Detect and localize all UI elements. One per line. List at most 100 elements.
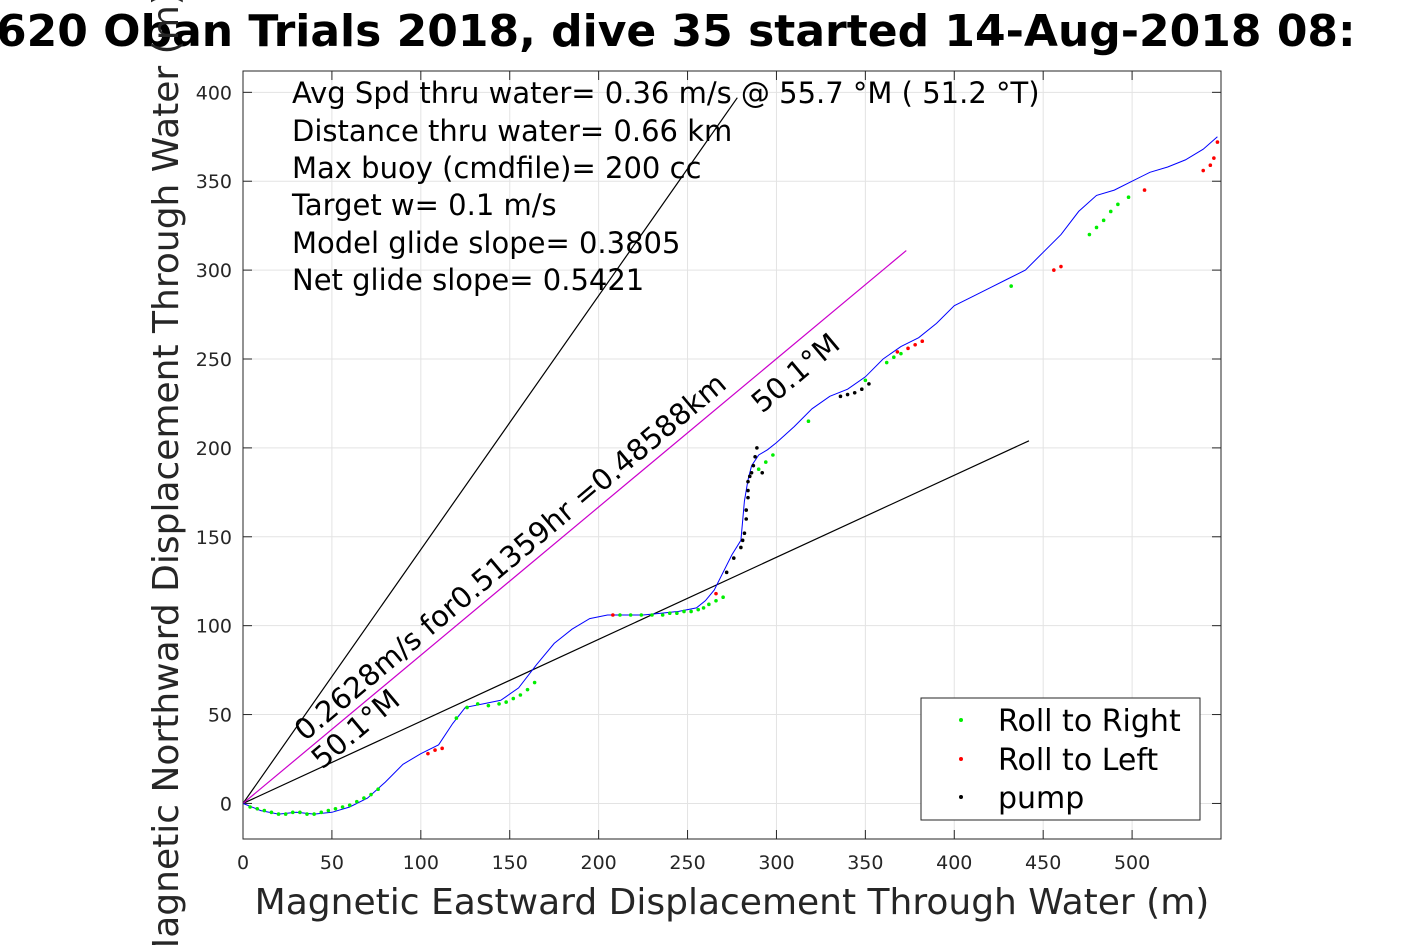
y-tick-label-50: 50	[208, 705, 232, 727]
series-roll-to-right	[248, 195, 1131, 816]
point-roll-to-right	[1094, 225, 1099, 230]
point-roll-to-right	[682, 609, 686, 614]
reference-lines	[243, 97, 1030, 804]
point-roll-to-left	[611, 613, 615, 617]
point-roll-to-right	[319, 810, 324, 815]
x-tick-label-300: 300	[758, 852, 794, 874]
point-pump	[746, 495, 750, 500]
point-roll-to-right	[721, 595, 725, 600]
point-roll-to-left	[913, 342, 917, 347]
point-roll-to-right	[756, 467, 761, 472]
point-roll-to-right	[283, 812, 288, 816]
stat-max-buoy: Max buoy (cmdfile)= 200 cc	[292, 151, 701, 185]
legend-box	[920, 697, 1201, 821]
point-roll-to-right	[518, 693, 523, 697]
chart-title: 620 Oban Trials 2018, dive 35 started 14…	[0, 6, 1356, 57]
x-tick-label-250: 250	[669, 852, 705, 874]
series-roll-to-left	[426, 140, 1220, 756]
legend: Roll to Right Roll to Left pump	[920, 697, 1201, 821]
x-tick-label-400: 400	[936, 852, 972, 874]
point-roll-to-right	[892, 355, 896, 360]
point-roll-to-right	[255, 806, 260, 811]
series-pump	[724, 382, 871, 575]
point-roll-to-right	[276, 812, 281, 816]
point-roll-to-right	[1108, 209, 1113, 214]
point-roll-to-right	[454, 716, 459, 720]
point-roll-to-right	[863, 378, 868, 383]
point-pump	[744, 517, 749, 521]
point-roll-to-right	[305, 812, 309, 816]
stat-net-glide: Net glide slope= 0.5421	[292, 263, 644, 297]
point-roll-to-right	[689, 609, 693, 614]
point-roll-to-right	[326, 808, 331, 813]
stat-avg-speed: Avg Spd thru water= 0.36 m/s @ 55.7 °M (…	[292, 76, 1040, 110]
point-roll-to-right	[639, 613, 644, 617]
x-tick-label-100: 100	[403, 852, 439, 874]
point-pump	[753, 454, 757, 459]
stat-distance: Distance thru water= 0.66 km	[292, 114, 732, 148]
point-pump	[731, 556, 736, 560]
point-roll-to-right	[355, 799, 359, 804]
y-tick-label-200: 200	[196, 438, 232, 460]
point-pump	[860, 387, 864, 392]
legend-marker-roll-right	[959, 718, 963, 722]
point-roll-to-right	[1116, 202, 1120, 207]
point-pump	[749, 470, 754, 475]
point-roll-to-right	[1009, 284, 1013, 288]
x-tick-label-50: 50	[320, 852, 344, 874]
point-roll-to-left	[1142, 188, 1147, 192]
y-tick-label-0: 0	[220, 793, 232, 815]
point-roll-to-left	[906, 346, 910, 351]
legend-label-roll-right: Roll to Right	[998, 704, 1181, 739]
point-roll-to-left	[1052, 268, 1056, 272]
point-roll-to-right	[771, 453, 775, 457]
point-roll-to-right	[1101, 218, 1106, 223]
point-roll-to-right	[486, 703, 491, 708]
y-tick-label-150: 150	[196, 527, 232, 549]
point-roll-to-right	[465, 705, 469, 710]
point-roll-to-left	[440, 746, 444, 751]
x-tick-label-350: 350	[847, 852, 883, 874]
x-tick-label-450: 450	[1025, 852, 1061, 874]
point-roll-to-right	[511, 696, 516, 701]
point-roll-to-right	[340, 805, 345, 809]
x-tick-label-500: 500	[1114, 852, 1150, 874]
point-roll-to-right	[1126, 195, 1131, 200]
marker-layer	[248, 140, 1220, 816]
point-roll-to-right	[333, 806, 338, 811]
point-roll-to-right	[618, 613, 622, 617]
point-roll-to-left	[920, 339, 925, 344]
point-roll-to-left	[1059, 264, 1063, 269]
point-pump	[739, 545, 743, 550]
point-roll-to-right	[667, 611, 672, 616]
point-roll-to-right	[650, 613, 654, 617]
point-roll-to-right	[532, 680, 537, 685]
point-roll-to-right	[525, 687, 530, 692]
x-tick-label-0: 0	[237, 852, 249, 874]
point-pump	[744, 508, 749, 512]
x-tick-label-150: 150	[492, 852, 528, 874]
legend-label-pump: pump	[998, 781, 1084, 816]
legend-label-roll-left: Roll to Left	[998, 743, 1158, 778]
reference-line-heading	[243, 250, 907, 804]
point-pump	[747, 474, 752, 479]
point-pump	[724, 570, 729, 575]
point-roll-to-left	[426, 751, 430, 756]
point-roll-to-left	[1212, 156, 1216, 160]
point-roll-to-left	[714, 591, 718, 596]
point-roll-to-left	[1201, 168, 1206, 173]
point-roll-to-right	[675, 611, 679, 616]
point-roll-to-right	[475, 702, 480, 706]
point-roll-to-right	[347, 803, 352, 808]
point-roll-to-right	[290, 810, 295, 815]
point-roll-to-right	[707, 602, 711, 607]
point-roll-to-right	[362, 796, 366, 800]
point-roll-to-right	[628, 613, 633, 617]
reference-line-steep	[243, 97, 738, 804]
point-roll-to-right	[763, 460, 768, 464]
point-pump	[867, 382, 871, 386]
legend-marker-pump	[959, 795, 963, 799]
stats-block: Avg Spd thru water= 0.36 m/s @ 55.7 °M (…	[291, 76, 1040, 297]
point-roll-to-left	[1208, 163, 1213, 168]
point-roll-to-right	[696, 607, 701, 612]
